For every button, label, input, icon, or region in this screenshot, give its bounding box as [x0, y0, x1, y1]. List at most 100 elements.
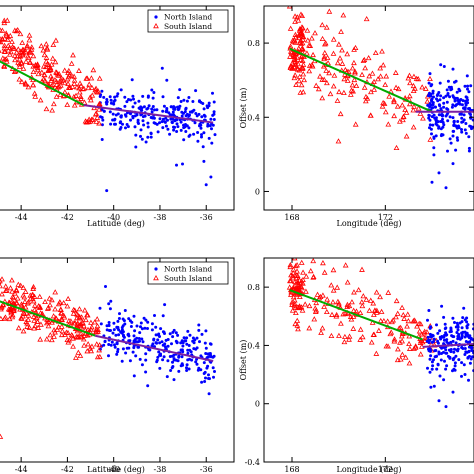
data-point — [367, 112, 374, 118]
data-point — [341, 76, 348, 82]
data-point — [299, 40, 306, 46]
legend-label-north: North Island — [164, 265, 212, 274]
data-point — [197, 328, 201, 332]
data-point — [140, 337, 144, 341]
data-point — [363, 15, 370, 22]
data-point — [469, 84, 473, 88]
data-point — [207, 373, 210, 377]
data-point — [411, 345, 417, 351]
data-point — [74, 84, 80, 90]
data-point — [349, 82, 356, 88]
data-point — [25, 312, 32, 318]
data-point — [433, 105, 437, 109]
data-point — [15, 46, 22, 52]
data-point — [34, 61, 41, 67]
data-point — [151, 342, 155, 346]
data-point — [201, 145, 205, 149]
data-point — [404, 323, 410, 329]
data-point — [206, 124, 210, 128]
data-point — [434, 118, 438, 122]
data-point — [297, 89, 304, 95]
data-point — [435, 123, 439, 127]
data-point — [385, 289, 392, 295]
data-point — [88, 75, 95, 81]
data-point — [192, 132, 196, 136]
data-point — [190, 358, 194, 362]
data-point — [199, 126, 203, 130]
data-point — [323, 79, 330, 86]
data-point — [113, 98, 117, 102]
data-point — [362, 65, 369, 71]
data-point — [454, 148, 458, 152]
fit-line-fit_north — [94, 334, 214, 362]
data-point — [206, 364, 210, 368]
data-point — [449, 340, 453, 344]
data-point — [83, 316, 89, 323]
data-point — [188, 348, 192, 352]
data-point — [451, 162, 455, 166]
data-point — [395, 85, 402, 92]
data-point — [68, 72, 75, 78]
data-point — [149, 132, 153, 136]
data-point — [416, 320, 423, 326]
data-point — [358, 299, 365, 305]
data-point — [360, 293, 367, 299]
x-tick-label: 172 — [378, 213, 393, 222]
data-point — [10, 45, 17, 51]
data-point — [9, 312, 16, 318]
data-point — [453, 368, 457, 372]
data-point — [131, 105, 135, 109]
data-point — [43, 54, 50, 60]
data-point — [81, 307, 88, 313]
data-point — [207, 101, 211, 105]
data-point — [162, 355, 166, 359]
data-point — [433, 355, 437, 359]
data-point — [177, 354, 181, 358]
data-point — [436, 120, 440, 124]
data-point — [402, 354, 409, 360]
data-point — [94, 316, 101, 322]
data-point — [373, 309, 380, 315]
data-point — [381, 100, 388, 106]
data-point — [373, 289, 380, 295]
data-point — [32, 322, 38, 329]
data-point — [65, 80, 71, 87]
data-point — [361, 84, 368, 90]
data-point — [20, 65, 27, 71]
data-point — [300, 89, 307, 95]
data-point — [314, 291, 321, 297]
data-point — [53, 69, 59, 75]
data-point — [350, 325, 357, 331]
data-point — [435, 323, 438, 327]
data-point — [438, 98, 442, 102]
data-point — [187, 114, 191, 118]
data-point — [432, 337, 436, 341]
data-point — [119, 330, 123, 334]
data-point — [291, 300, 298, 306]
data-point — [4, 36, 11, 42]
data-point — [26, 37, 33, 43]
data-point — [290, 51, 297, 57]
data-point — [426, 335, 430, 339]
data-point — [77, 93, 84, 99]
data-point — [13, 286, 20, 292]
data-point — [364, 95, 371, 101]
data-point — [16, 63, 23, 69]
data-point — [18, 60, 25, 66]
data-point — [116, 112, 120, 116]
data-point — [0, 433, 4, 439]
data-point — [111, 112, 115, 116]
data-point — [151, 105, 155, 108]
data-point — [56, 299, 63, 305]
data-point — [357, 309, 364, 316]
data-point — [93, 341, 100, 347]
data-point — [460, 130, 464, 134]
data-point — [203, 380, 207, 383]
data-point — [291, 56, 298, 62]
data-point — [49, 107, 56, 113]
data-point — [464, 122, 468, 125]
data-point — [107, 302, 111, 306]
data-point — [313, 82, 320, 88]
data-point — [171, 110, 175, 114]
data-point — [197, 112, 201, 116]
